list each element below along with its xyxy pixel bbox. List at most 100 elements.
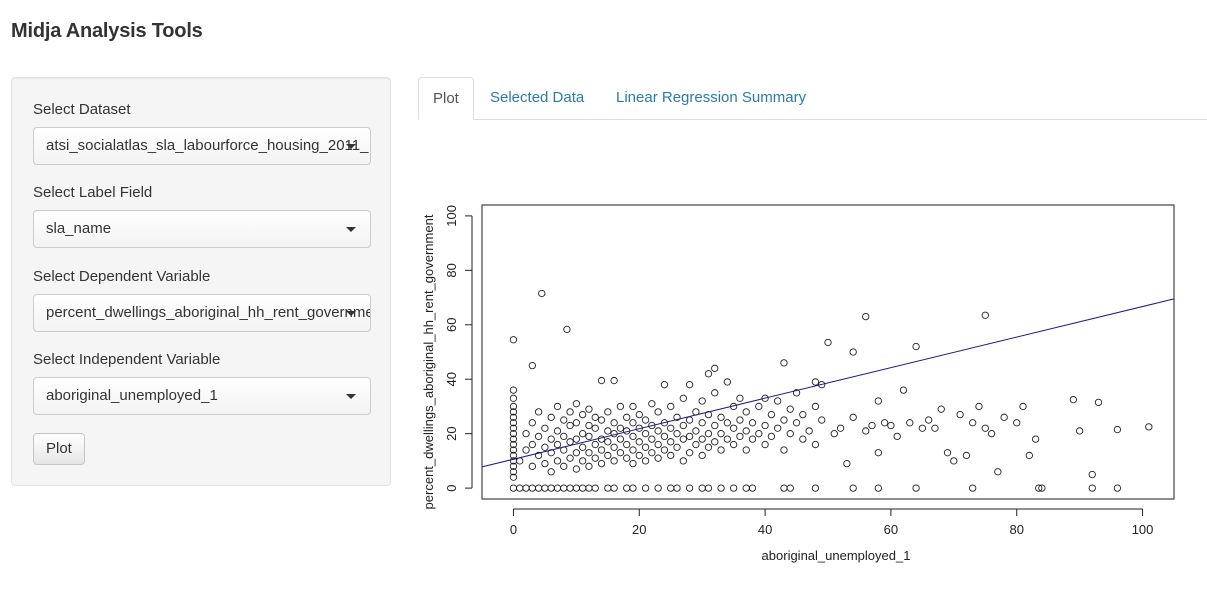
data-point	[685, 449, 694, 457]
data-point	[604, 451, 612, 460]
y-axis-label: percent_dwellings_aboriginal_hh_rent_gov…	[421, 214, 436, 509]
data-point	[616, 424, 625, 432]
data-point	[673, 413, 681, 421]
data-point	[799, 410, 807, 419]
data-point	[1088, 484, 1096, 492]
data-point	[679, 421, 687, 430]
data-point	[534, 451, 543, 460]
data-point	[553, 402, 562, 411]
independent-variable-select[interactable]: aboriginal_unemployed_1	[33, 377, 371, 415]
data-point	[880, 419, 889, 427]
data-point	[862, 427, 870, 435]
data-point	[780, 446, 788, 454]
data-point	[786, 405, 794, 413]
data-point	[874, 484, 882, 492]
data-point	[563, 325, 571, 334]
data-point	[516, 484, 524, 492]
dependent-variable-select[interactable]: percent_dwellings_aboriginal_hh_rent_gov…	[33, 294, 371, 332]
data-point	[560, 416, 568, 424]
data-point	[1088, 470, 1096, 479]
data-point	[679, 394, 687, 402]
data-point	[1000, 413, 1008, 421]
sidebar-panel: Select Dataset atsi_socialatlas_sla_labo…	[11, 77, 391, 486]
data-point	[950, 457, 958, 465]
data-point	[987, 430, 996, 438]
data-point	[698, 484, 706, 492]
data-point	[629, 419, 637, 427]
data-point	[623, 454, 631, 462]
data-point	[937, 405, 945, 413]
data-point	[641, 484, 650, 492]
data-point	[918, 424, 927, 432]
tab-linear-regression-summary[interactable]: Linear Regression Summary	[616, 89, 807, 106]
data-point	[729, 424, 738, 432]
data-point	[1019, 402, 1027, 411]
data-point	[528, 419, 536, 427]
data-point	[962, 451, 971, 460]
data-point	[767, 410, 776, 419]
data-point	[534, 408, 543, 416]
data-point	[623, 440, 631, 449]
data-point	[824, 338, 832, 347]
data-point	[585, 432, 593, 441]
data-point	[623, 413, 631, 421]
tab-selected-data[interactable]: Selected Data	[490, 89, 585, 106]
data-point	[654, 440, 662, 449]
data-point	[811, 402, 820, 411]
data-point	[931, 424, 939, 432]
data-point	[667, 438, 675, 446]
data-point	[585, 421, 593, 430]
data-point	[534, 484, 543, 492]
data-point	[553, 484, 562, 492]
data-point	[698, 419, 706, 427]
data-point	[975, 402, 983, 411]
data-point	[1069, 395, 1077, 404]
data-point	[641, 430, 650, 438]
y-tick-label: 40	[444, 372, 459, 386]
data-point	[792, 419, 801, 427]
data-point	[616, 402, 625, 411]
data-point	[774, 397, 782, 405]
data-point	[616, 449, 625, 457]
data-point	[597, 416, 606, 424]
data-point	[585, 449, 593, 457]
data-point	[969, 484, 977, 492]
data-point	[874, 449, 882, 457]
data-point	[572, 435, 581, 443]
data-point	[956, 410, 964, 419]
data-point	[818, 416, 826, 424]
data-point	[560, 462, 568, 470]
data-point	[509, 440, 518, 449]
data-point	[629, 446, 637, 454]
data-point	[679, 457, 687, 465]
chevron-down-icon	[346, 311, 356, 316]
data-point	[667, 424, 675, 432]
data-point	[629, 432, 637, 441]
data-point	[597, 446, 606, 454]
data-point	[748, 484, 757, 492]
data-point	[925, 416, 933, 424]
data-point	[528, 484, 536, 492]
label-field-select[interactable]: sla_name	[33, 210, 371, 248]
data-point	[579, 430, 587, 438]
data-point	[736, 416, 744, 424]
data-point	[509, 484, 518, 492]
data-point	[906, 419, 914, 427]
data-point	[711, 364, 719, 372]
data-point	[509, 446, 518, 454]
data-point	[610, 430, 618, 438]
data-point	[969, 419, 977, 427]
plot-button[interactable]: Plot	[33, 433, 85, 465]
data-point	[811, 484, 820, 492]
data-point	[566, 421, 574, 430]
x-tick-label: 100	[1132, 522, 1154, 537]
data-point	[585, 484, 593, 492]
data-point	[597, 376, 606, 385]
dataset-select-value: atsi_socialatlas_sla_labourforce_housing…	[46, 137, 369, 154]
data-point	[591, 454, 599, 462]
data-point	[553, 440, 562, 449]
dataset-select[interactable]: atsi_socialatlas_sla_labourforce_housing…	[33, 127, 371, 165]
data-point	[692, 440, 700, 449]
data-point	[685, 432, 694, 441]
tab-plot[interactable]: Plot	[418, 77, 474, 120]
